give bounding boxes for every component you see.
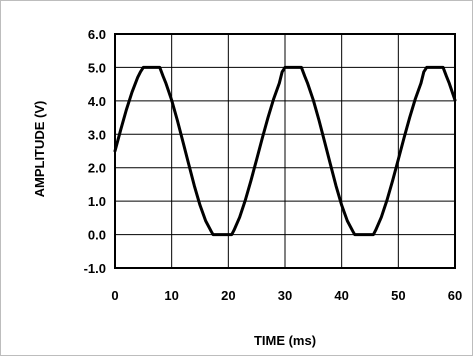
series-layer — [113, 65, 457, 237]
x-axis-title: TIME (ms) — [254, 333, 316, 348]
y-tick-label: 3.0 — [88, 127, 106, 142]
x-tick-label: 40 — [334, 288, 348, 303]
series-line — [113, 65, 457, 237]
x-tick-label: 30 — [278, 288, 292, 303]
y-tick-label: 4.0 — [88, 94, 106, 109]
y-tick-label: 2.0 — [88, 161, 106, 176]
y-tick-labels: 6.0 5.0 4.0 3.0 2.0 1.0 0.0 -1.0 — [84, 27, 106, 276]
x-tick-label: 10 — [164, 288, 178, 303]
grid-lines — [115, 34, 455, 268]
y-tick-label: 5.0 — [88, 60, 106, 75]
x-tick-label: 60 — [448, 288, 462, 303]
y-tick-label: 0.0 — [88, 228, 106, 243]
x-tick-label: 0 — [111, 288, 118, 303]
x-tick-labels: 0 10 20 30 40 50 60 — [111, 288, 462, 303]
x-tick-label: 50 — [391, 288, 405, 303]
x-tick-label: 20 — [221, 288, 235, 303]
y-tick-label: -1.0 — [84, 261, 106, 276]
y-tick-label: 6.0 — [88, 27, 106, 42]
y-tick-label: 1.0 — [88, 194, 106, 209]
y-axis-title: AMPLITUDE (V) — [32, 101, 47, 198]
